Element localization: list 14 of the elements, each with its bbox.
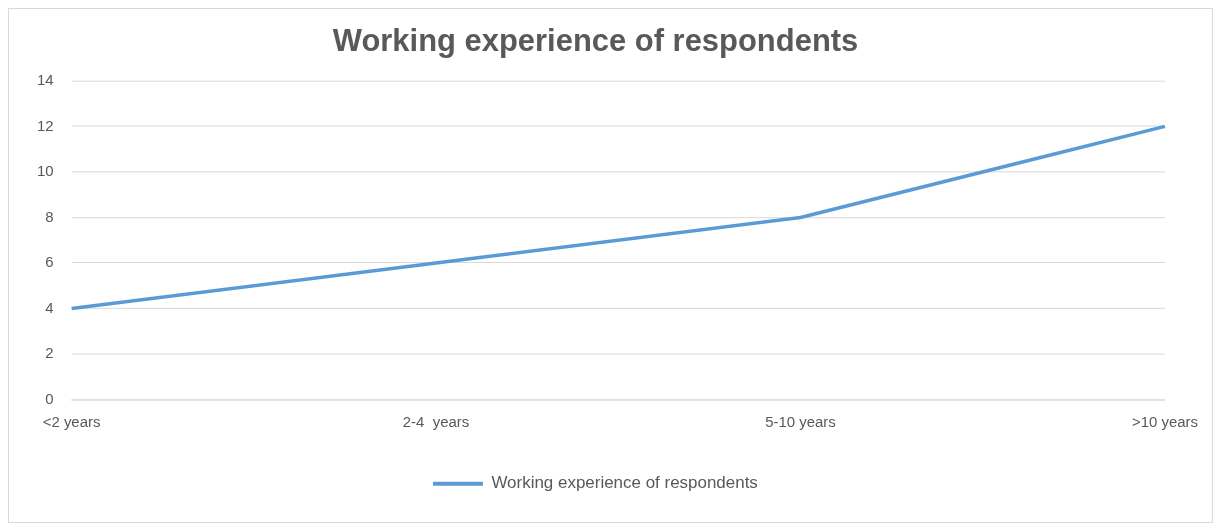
legend-label: Working experience of respondents (491, 473, 758, 493)
y-tick-label: 12 (36, 116, 54, 134)
y-tick-label: 10 (36, 162, 54, 180)
x-tick-label: 5-10 years (765, 412, 836, 430)
y-tick-label: 8 (45, 207, 54, 225)
x-tick-label: <2 years (42, 412, 101, 430)
x-tick-label: 2-4 years (402, 412, 470, 430)
x-tick-label: >10 years (1131, 412, 1198, 430)
y-tick-label: 0 (45, 389, 54, 407)
y-tick-label: 4 (45, 298, 54, 316)
y-tick-label: 2 (45, 344, 54, 362)
chart-title: Working experience of respondents (332, 23, 859, 58)
y-tick-label: 6 (45, 253, 54, 271)
y-tick-label: 14 (36, 71, 54, 89)
